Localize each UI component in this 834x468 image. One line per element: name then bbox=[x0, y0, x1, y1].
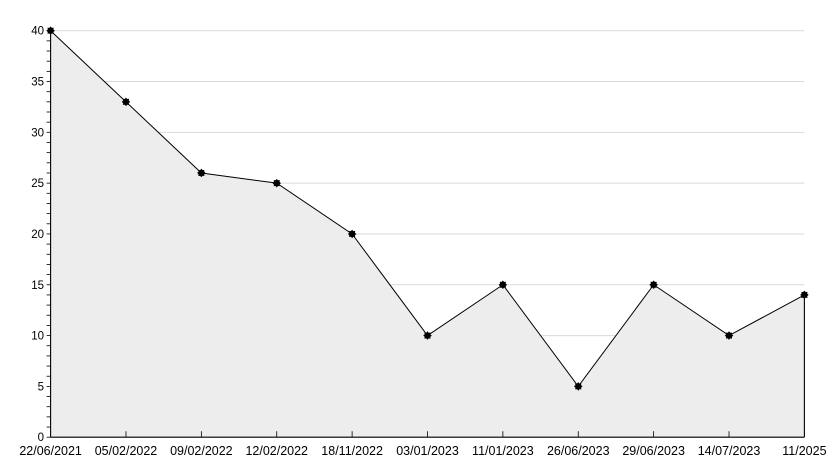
svg-text:5: 5 bbox=[38, 381, 44, 393]
svg-text:11/2025: 11/2025 bbox=[782, 444, 826, 458]
svg-text:15: 15 bbox=[31, 280, 44, 292]
svg-text:40: 40 bbox=[31, 26, 44, 38]
svg-text:11/01/2023: 11/01/2023 bbox=[472, 444, 534, 458]
svg-text:22/06/2021: 22/06/2021 bbox=[19, 444, 82, 458]
svg-text:20: 20 bbox=[31, 229, 44, 241]
svg-text:10: 10 bbox=[31, 331, 44, 343]
svg-text:26/06/2023: 26/06/2023 bbox=[547, 444, 610, 458]
svg-text:30: 30 bbox=[31, 127, 44, 139]
svg-text:25: 25 bbox=[31, 178, 44, 190]
svg-text:29/06/2023: 29/06/2023 bbox=[622, 444, 685, 458]
svg-text:05/02/2022: 05/02/2022 bbox=[95, 444, 158, 458]
svg-text:18/11/2022: 18/11/2022 bbox=[321, 444, 383, 458]
svg-text:09/02/2022: 09/02/2022 bbox=[170, 444, 233, 458]
svg-text:12/02/2022: 12/02/2022 bbox=[245, 444, 308, 458]
svg-text:35: 35 bbox=[31, 77, 44, 89]
svg-text:03/01/2023: 03/01/2023 bbox=[396, 444, 459, 458]
svg-text:14/07/2023: 14/07/2023 bbox=[698, 444, 761, 458]
svg-text:0: 0 bbox=[38, 432, 44, 444]
